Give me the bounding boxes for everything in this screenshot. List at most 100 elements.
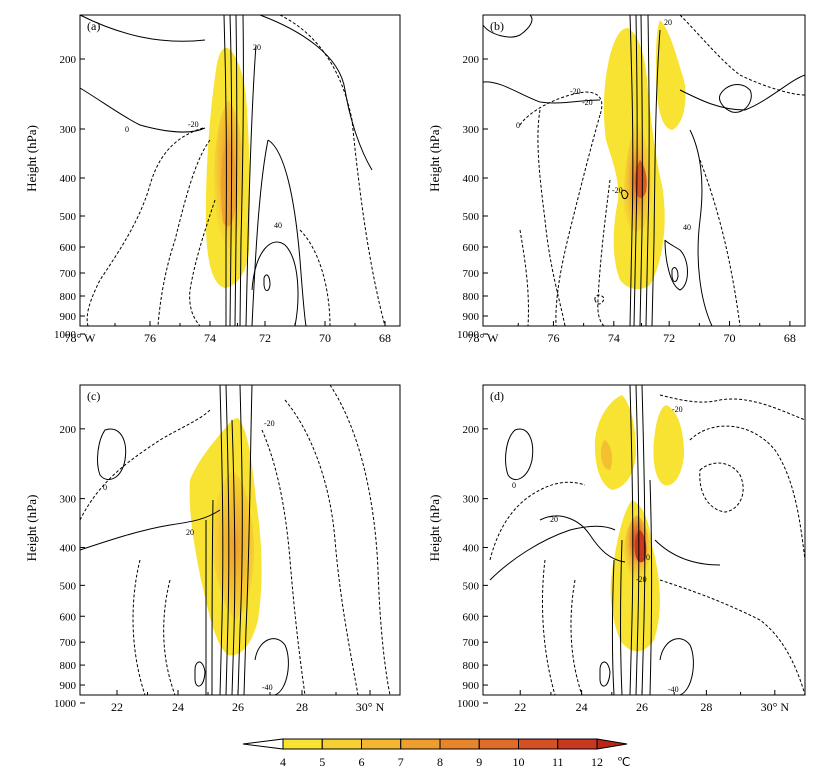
colorbar-tick-label: 4 (280, 755, 286, 769)
contour-line (261, 429, 306, 696)
contour-label: -40 (262, 683, 273, 692)
colorbar-tick-label: 5 (319, 755, 325, 769)
panel-frame (79, 14, 401, 327)
contour-line (541, 559, 556, 696)
panel-d: 0 -20 20 0 -20 -40 (489, 384, 806, 696)
y-tick-label: 500 (60, 580, 77, 592)
contour-line (194, 661, 206, 687)
y-tick-label: 400 (463, 173, 480, 185)
panel-d-contour-labels: 0 -20 20 0 -20 -40 (512, 405, 683, 694)
contour-label: 40 (683, 223, 691, 232)
contour-line (699, 159, 741, 327)
y-tick-label: 900 (60, 680, 77, 692)
panel-d-dashed-contours (489, 394, 806, 696)
contour-line (211, 499, 214, 696)
contour-line (79, 409, 211, 521)
y-tick-label: 600 (60, 611, 77, 623)
contour-line (189, 199, 216, 327)
shading-region (600, 440, 613, 470)
x-tick-label: 30° N (761, 700, 790, 714)
contour-line (659, 579, 806, 696)
x-tick-label: 78° W (65, 331, 97, 345)
contour-line (163, 579, 176, 696)
contour-label: -20 (636, 575, 647, 584)
contour-label: -20 (612, 186, 623, 195)
y-tick-label: 600 (60, 242, 77, 254)
colorbar-bin (400, 738, 441, 750)
y-axis-label: Height (hPa) (427, 125, 442, 192)
contour-line (651, 29, 661, 327)
contour-line (505, 428, 534, 480)
x-tick-label: 24 (576, 700, 588, 714)
contour-line (719, 84, 752, 113)
y-tick-label: 800 (463, 660, 480, 672)
contour-line (299, 229, 331, 327)
x-tick-label: 76 (144, 331, 156, 345)
colorbar-tick-label: 9 (476, 755, 482, 769)
colorbar: 4 5 6 7 8 9 10 11 12 ℃ (242, 738, 630, 769)
y-tick-label: 700 (463, 637, 480, 649)
y-tick-label: 500 (60, 211, 77, 223)
contour-line (654, 539, 721, 566)
y-tick-label: 800 (60, 291, 77, 303)
y-tick-label: 1000 (457, 329, 480, 341)
contour-line (679, 14, 806, 96)
contour-label: 0 (646, 553, 650, 562)
contour-line (243, 384, 253, 696)
y-tick-label: 400 (60, 542, 77, 554)
panel-b-contours (482, 14, 806, 327)
contour-line (279, 14, 386, 327)
y-axis-label: Height (hPa) (427, 495, 442, 562)
panel-a: 0 20 -20 40 (79, 14, 386, 327)
x-tick-label: 74 (204, 331, 216, 345)
y-tick-label: 200 (60, 424, 77, 436)
x-tick-label: 28 (296, 700, 308, 714)
x-tick-label: 22 (111, 700, 123, 714)
colorbar-tick-label: 6 (359, 755, 365, 769)
colorbar-extend-high (596, 738, 628, 750)
x-tick-label: 70 (724, 331, 736, 345)
x-tick-label: 68 (379, 331, 391, 345)
contour-line (555, 114, 601, 327)
contour-line (659, 638, 694, 696)
y-tick-label: 300 (60, 124, 77, 136)
colorbar-bin (518, 738, 559, 750)
y-tick-label: 1000 (54, 329, 77, 341)
colorbar-bin (439, 738, 480, 750)
panel-d-contours (489, 384, 721, 696)
y-tick-label: 300 (463, 494, 480, 506)
contour-line (597, 179, 611, 327)
x-tick-label: 26 (636, 700, 648, 714)
contour-label: -20 (264, 419, 275, 428)
y-tick-label: 500 (463, 211, 480, 223)
colorbar-tick-label: 12 (591, 755, 603, 769)
y-tick-label: 200 (463, 424, 480, 436)
contour-line (79, 87, 206, 133)
contour-line (639, 14, 643, 327)
contour-label: 0 (512, 481, 516, 490)
y-tick-label: 300 (60, 494, 77, 506)
contour-line (620, 539, 623, 696)
contour-line (537, 109, 566, 327)
contour-label: 0 (516, 121, 520, 130)
contour-line (671, 267, 679, 283)
contour-line (231, 419, 236, 696)
colorbar-tick-label: 8 (437, 755, 443, 769)
contour-line (519, 229, 529, 327)
contour-line (259, 14, 373, 171)
y-tick-label: 700 (463, 268, 480, 280)
colorbar-tick-label: 7 (398, 755, 404, 769)
panel-b-contour-labels: 0 20 -20 -20 -20 40 (516, 18, 691, 232)
y-tick-label: 1000 (457, 698, 480, 710)
y-tick-label: 800 (60, 660, 77, 672)
contour-line (699, 462, 744, 513)
panel-d-shading (594, 395, 684, 652)
x-tick-label: 68 (784, 331, 796, 345)
contour-line (251, 139, 269, 327)
contour-line (482, 14, 533, 38)
colorbar-tick-label: 10 (513, 755, 525, 769)
y-tick-label: 700 (60, 268, 77, 280)
